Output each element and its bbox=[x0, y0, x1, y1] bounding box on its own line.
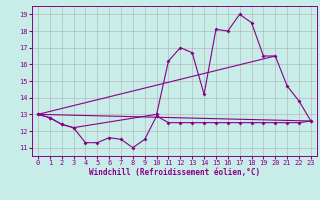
X-axis label: Windchill (Refroidissement éolien,°C): Windchill (Refroidissement éolien,°C) bbox=[89, 168, 260, 177]
